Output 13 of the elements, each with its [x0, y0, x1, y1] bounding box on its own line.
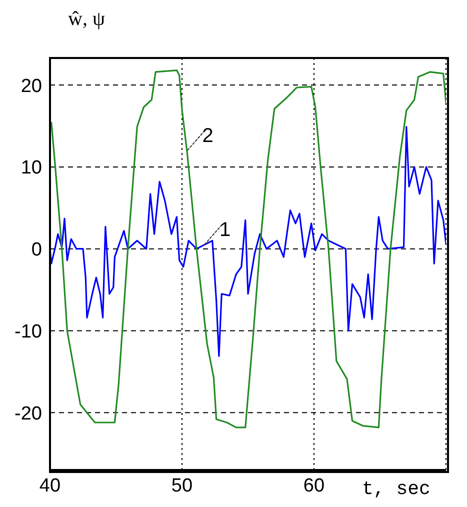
y-tick-label: 10 [20, 158, 42, 179]
y-tick-label: 0 [31, 240, 42, 261]
x-axis-title: t, sec [362, 478, 430, 500]
line-series [50, 126, 446, 357]
annotation: 2 [202, 124, 214, 147]
x-tick-label: 50 [171, 475, 193, 496]
y-tick-label: 20 [20, 76, 42, 97]
annotation: 1 [219, 219, 231, 242]
x-tick-label: 60 [303, 475, 325, 496]
y-tick-label: -20 [14, 403, 42, 424]
x-tick-label: 40 [39, 475, 61, 496]
y-tick-label: -10 [14, 322, 42, 342]
y-axis-title: ŵ, ψ [68, 8, 105, 31]
